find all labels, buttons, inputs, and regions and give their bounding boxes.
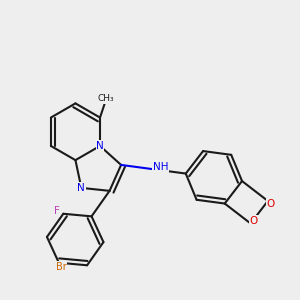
Text: CH₃: CH₃ — [97, 94, 114, 103]
Text: Br: Br — [56, 262, 67, 272]
Text: O: O — [266, 199, 275, 209]
Text: F: F — [54, 206, 59, 216]
Text: N: N — [77, 183, 85, 193]
Text: NH: NH — [153, 163, 168, 172]
Text: O: O — [249, 216, 257, 226]
Text: N: N — [96, 141, 104, 151]
